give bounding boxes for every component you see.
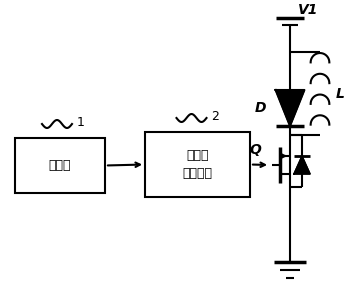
Polygon shape xyxy=(275,90,304,126)
Text: 2: 2 xyxy=(211,110,219,123)
Text: L: L xyxy=(336,86,344,100)
Text: 开关管
驱动电路: 开关管 驱动电路 xyxy=(182,149,212,180)
Bar xyxy=(145,132,250,197)
Bar xyxy=(15,138,105,193)
Text: D: D xyxy=(254,101,266,115)
Text: V1: V1 xyxy=(298,3,318,17)
Text: Q: Q xyxy=(249,143,261,157)
Text: 1: 1 xyxy=(77,117,85,129)
Polygon shape xyxy=(294,156,310,174)
Text: 控制器: 控制器 xyxy=(49,159,71,172)
